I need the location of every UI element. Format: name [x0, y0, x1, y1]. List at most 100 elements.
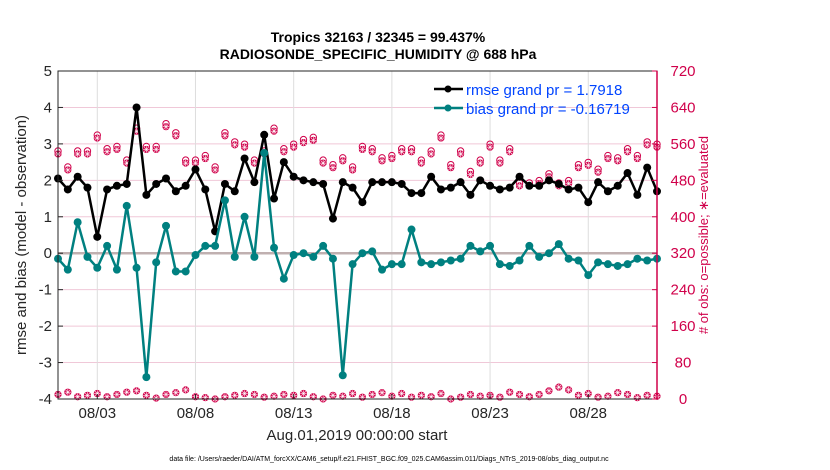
rmse-point [240, 154, 249, 163]
right-tick-label: 240 [670, 282, 695, 299]
obs-evaluated-low-marker [574, 391, 583, 399]
bias-point [230, 252, 239, 261]
obs-marker-spoke [399, 391, 405, 397]
obs-evaluated-low-marker [358, 393, 367, 401]
bias-point [270, 243, 279, 252]
bias-point [476, 247, 485, 256]
obs-evaluated-marker [417, 159, 425, 167]
obs-evaluated-marker [103, 148, 111, 156]
bias-point [348, 260, 357, 269]
bias-point [515, 256, 524, 265]
obs-evaluated-low-marker [545, 387, 553, 395]
obs-marker-spoke [615, 158, 621, 164]
obs-evaluated-marker [93, 134, 101, 142]
bias-point [603, 260, 612, 269]
obs-evaluated-marker [191, 159, 200, 167]
x-tick-label: 08/13 [275, 405, 313, 422]
obs-evaluated-low-marker [368, 390, 376, 399]
obs-evaluated-low-marker [466, 390, 475, 399]
obs-evaluated-marker [457, 150, 465, 158]
rmse-point [603, 187, 612, 196]
obs-evaluated-low-marker [240, 389, 249, 398]
obs-evaluated-marker [83, 150, 92, 158]
rmse-point [309, 178, 318, 187]
obs-marker-spoke [281, 391, 287, 397]
obs-evaluated-marker [211, 166, 219, 174]
obs-marker-spoke [320, 160, 326, 166]
obs-evaluated-low-marker [496, 393, 504, 401]
bias-point [201, 241, 210, 250]
obs-evaluated-low-marker [113, 390, 121, 399]
obs-evaluated-marker [604, 154, 612, 163]
bias-point [643, 256, 652, 265]
bias-point [436, 258, 445, 267]
bias-point [446, 256, 455, 265]
rmse-point [132, 103, 141, 112]
obs-evaluated-marker [643, 141, 651, 149]
bias-point [368, 247, 377, 256]
obs-evaluated-marker [142, 145, 150, 154]
obs-evaluated-marker [250, 159, 258, 167]
obs-evaluated-low-marker [437, 389, 445, 398]
bias-point [456, 254, 465, 263]
rmse-point [397, 179, 406, 188]
obs-marker-spoke [458, 151, 464, 157]
left-tick-label: 3 [44, 136, 52, 153]
obs-evaluated-marker [506, 148, 514, 156]
right-tick-label: 640 [670, 99, 695, 116]
obs-marker-spoke [114, 146, 120, 152]
rmse-point [643, 163, 652, 172]
left-tick-label: 4 [44, 99, 52, 116]
obs-marker-spoke [546, 388, 552, 394]
obs-marker-spoke [575, 392, 581, 398]
rmse-point [574, 183, 583, 192]
obs-marker-spoke [222, 133, 228, 139]
rmse-line [57, 106, 659, 239]
rmse-point [554, 179, 563, 188]
rmse-point [191, 165, 200, 174]
rmse-point [162, 174, 171, 183]
obs-marker-spoke [271, 393, 277, 399]
rmse-point [112, 181, 121, 190]
obs-evaluated-low-marker [299, 389, 308, 398]
rmse-point [407, 189, 416, 198]
bias-point [505, 261, 514, 270]
obs-marker-spoke [644, 392, 650, 398]
bias-point [564, 254, 573, 263]
obs-marker-spoke [634, 156, 640, 162]
obs-evaluated-low-marker [457, 393, 465, 401]
rmse-point [486, 181, 495, 190]
obs-evaluated-marker [74, 150, 82, 158]
bias-point [299, 249, 308, 258]
obs-evaluated-marker [437, 134, 445, 142]
rmse-point [594, 178, 603, 187]
x-tick-label: 08/08 [177, 405, 215, 422]
rmse-point [299, 176, 308, 185]
bias-series [54, 149, 661, 382]
obs-marker-spoke [94, 135, 100, 141]
obs-evaluated-marker [486, 143, 494, 151]
obs-marker-spoke [202, 156, 208, 162]
obs-evaluated-low-marker [172, 389, 180, 397]
bias-point [112, 265, 121, 274]
obs-evaluated-marker [348, 166, 357, 174]
obs-marker-spoke [477, 160, 483, 166]
bias-point [122, 201, 131, 210]
obs-marker-spoke [418, 392, 424, 398]
bias-point [525, 241, 534, 250]
rmse-point [103, 185, 112, 194]
obs-marker-spoke [163, 391, 169, 397]
obs-evaluated-marker [633, 154, 641, 163]
obs-marker-spoke [575, 165, 581, 171]
rmse-point [535, 181, 544, 190]
obs-marker-spoke [595, 169, 601, 175]
obs-marker-spoke [124, 160, 130, 166]
x-tick-label: 08/03 [79, 405, 117, 422]
left-tick-label: -2 [39, 318, 52, 335]
bias-point [495, 260, 504, 269]
obs-marker-spoke [104, 149, 110, 155]
obs-evaluated-marker [162, 123, 170, 131]
obs-marker-spoke [605, 393, 611, 399]
rmse-series [54, 103, 661, 241]
rmse-point [525, 181, 534, 190]
